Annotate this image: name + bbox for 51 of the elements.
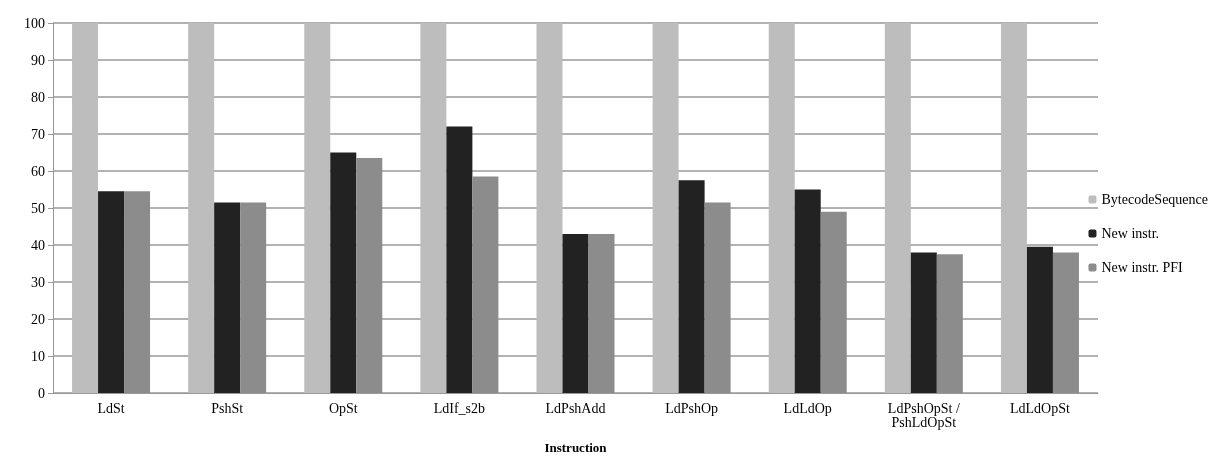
bar — [472, 176, 499, 393]
bar — [124, 191, 151, 393]
bar — [678, 180, 705, 393]
y-tick-label: 0 — [38, 385, 45, 401]
bar — [768, 23, 795, 393]
x-tick-label: LdPshAdd — [545, 400, 606, 416]
bar — [420, 23, 447, 393]
bar — [1000, 23, 1027, 393]
bar — [214, 202, 241, 393]
x-tick-label: LdLdOpSt — [1010, 400, 1070, 416]
bar — [910, 252, 937, 393]
bar — [536, 23, 563, 393]
bar — [588, 233, 615, 393]
bar — [356, 158, 383, 393]
y-tick-label: 90 — [31, 52, 45, 68]
bar — [330, 152, 357, 393]
bar — [794, 189, 821, 393]
y-tick-label: 20 — [31, 311, 45, 327]
bar — [72, 23, 99, 393]
bar — [562, 233, 589, 393]
bar — [704, 202, 731, 393]
y-tick-label: 10 — [31, 348, 45, 364]
y-tick-label: 80 — [31, 89, 45, 105]
x-tick-label: LdIf_s2b — [433, 400, 486, 416]
y-tick-label: 60 — [31, 163, 45, 179]
x-tick-label: PshSt — [211, 400, 244, 416]
bar — [446, 126, 473, 393]
bar — [304, 23, 331, 393]
bar — [1052, 252, 1079, 393]
x-tick-label: LdLdOp — [783, 400, 832, 416]
bar — [188, 23, 215, 393]
bar — [240, 202, 267, 393]
bar — [98, 191, 125, 393]
x-tick-label: LdPshOp — [665, 400, 719, 416]
y-tick-label: 100 — [24, 15, 45, 31]
y-tick-label: 40 — [31, 237, 45, 253]
bar — [820, 211, 847, 393]
x-tick-label: LdPshOpSt / PshLdOpSt — [887, 400, 960, 430]
legend-label: New instr. — [1101, 226, 1160, 241]
bar — [652, 23, 679, 393]
legend-label: BytecodeSequence — [1101, 192, 1208, 207]
bar — [884, 23, 911, 393]
x-axis-title: Instruction — [544, 440, 608, 455]
bar — [936, 254, 963, 393]
x-tick-label: LdSt — [97, 400, 125, 416]
y-tick-label: 50 — [31, 200, 45, 216]
y-tick-label: 30 — [31, 274, 45, 290]
x-tick-label: OpSt — [328, 400, 358, 416]
y-tick-label: 70 — [31, 126, 45, 142]
legend-label: New instr. PFI — [1101, 260, 1184, 275]
bar — [1026, 246, 1053, 393]
